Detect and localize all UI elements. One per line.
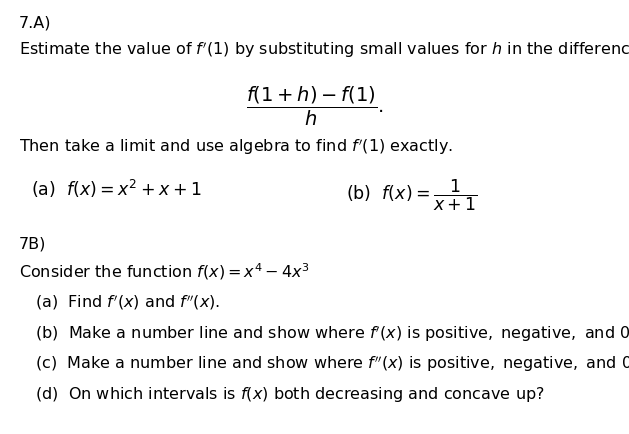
Text: $\mathrm{(c)}\ \ \mathrm{Make\ a\ number\ line\ and\ show\ where\ }f''(x)\mathrm: $\mathrm{(c)}\ \ \mathrm{Make\ a\ number… — [35, 354, 629, 375]
Text: $\mathrm{Then\ take\ a\ limit\ and\ use\ algebra\ to\ find\ }f'(1)\mathrm{\ exac: $\mathrm{Then\ take\ a\ limit\ and\ use\… — [19, 137, 453, 157]
Text: $\mathrm{(a)}\ \ f(x) = x^2 + x + 1$: $\mathrm{(a)}\ \ f(x) = x^2 + x + 1$ — [31, 178, 202, 200]
Text: $\mathrm{(b)}\ \ \mathrm{Make\ a\ number\ line\ and\ show\ where\ }f'(x)\mathrm{: $\mathrm{(b)}\ \ \mathrm{Make\ a\ number… — [35, 323, 629, 344]
Text: $\mathrm{Estimate\ the\ value\ of\ }f'(1)\mathrm{\ by\ substituting\ small\ valu: $\mathrm{Estimate\ the\ value\ of\ }f'(1… — [19, 40, 629, 60]
Text: $\mathrm{(a)}\ \ \mathrm{Find\ }f'(x)\mathrm{\ and\ }f''(x)\mathrm{.}$: $\mathrm{(a)}\ \ \mathrm{Find\ }f'(x)\ma… — [35, 293, 220, 312]
Text: $\mathrm{(b)}\ \ f(x) = \dfrac{1}{x+1}$: $\mathrm{(b)}\ \ f(x) = \dfrac{1}{x+1}$ — [346, 178, 478, 214]
Text: $\mathrm{Consider\ the\ function\ }f(x) = x^4 - 4x^3$: $\mathrm{Consider\ the\ function\ }f(x) … — [19, 261, 309, 282]
Text: 7.A): 7.A) — [19, 15, 52, 30]
Text: $\mathrm{(d)}\ \ \mathrm{On\ which\ intervals\ is\ }f(x)\mathrm{\ both\ decreasi: $\mathrm{(d)}\ \ \mathrm{On\ which\ inte… — [35, 385, 544, 404]
Text: $\dfrac{f(1+h)-f(1)}{h}.$: $\dfrac{f(1+h)-f(1)}{h}.$ — [245, 85, 384, 128]
Text: 7B): 7B) — [19, 237, 47, 252]
